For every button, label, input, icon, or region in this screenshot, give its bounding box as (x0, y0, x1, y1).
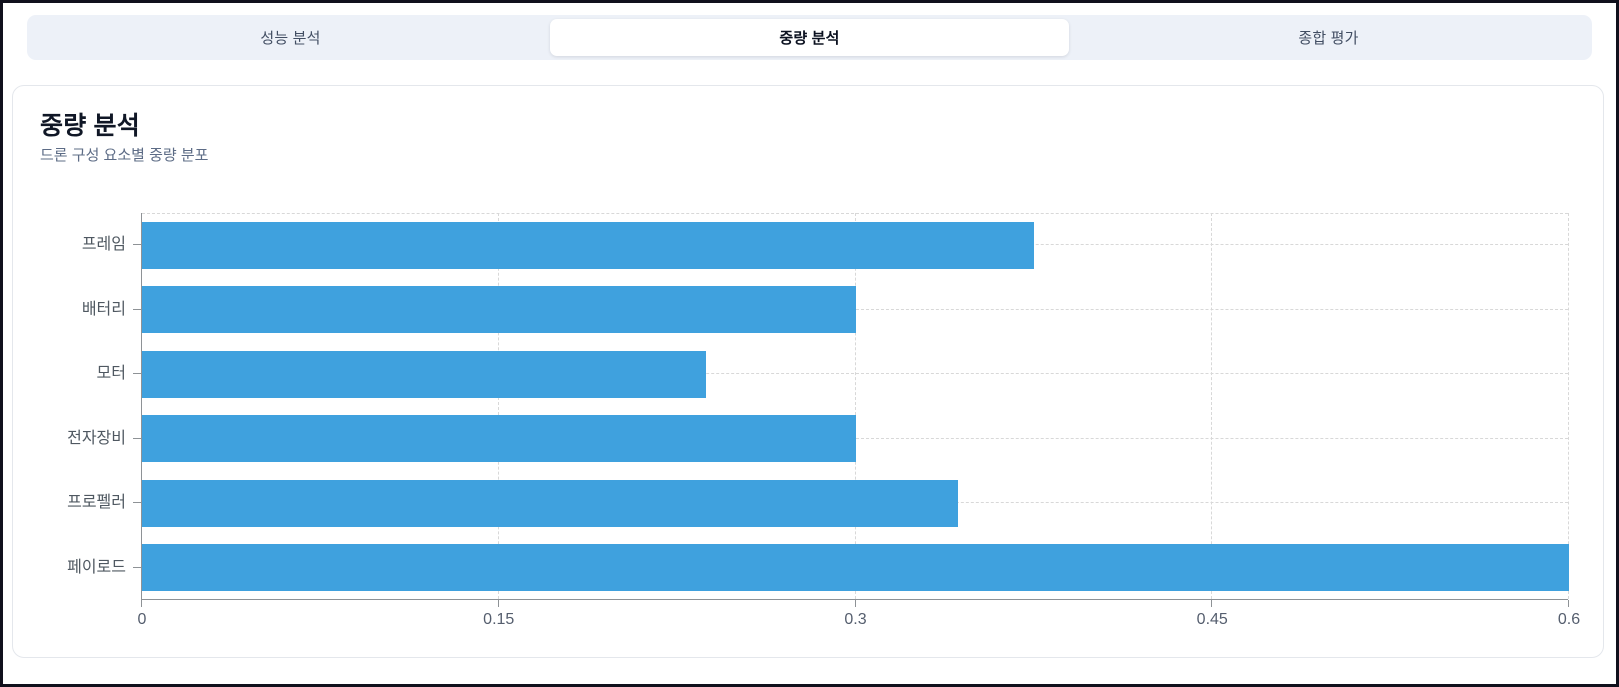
y-axis-tick (133, 566, 141, 568)
y-axis-tick (133, 437, 141, 439)
y-axis-tick (133, 308, 141, 310)
x-axis-tick-label: 0.6 (1557, 611, 1581, 628)
x-axis-tick (854, 600, 856, 607)
y-axis-category-label: 페이로드 (67, 558, 126, 576)
x-gridline (1211, 213, 1213, 599)
tab-performance-analysis[interactable]: 성능 분석 (260, 30, 321, 47)
x-axis-tick (497, 600, 499, 607)
chart-title: 중량 분석 (40, 112, 140, 140)
weight-bar-배터리[interactable] (142, 286, 856, 334)
y-axis-category-label: 프로펠러 (67, 494, 126, 512)
x-axis-tick (1211, 600, 1213, 607)
tab-overall-evaluation[interactable]: 종합 평가 (1298, 30, 1359, 47)
x-gridline (854, 213, 856, 599)
x-gridline (497, 213, 499, 599)
chart-subtitle: 드론 구성 요소별 중량 분포 (40, 147, 209, 164)
x-axis-tick-label: 0 (137, 611, 147, 628)
tab-weight-analysis[interactable]: 중량 분석 (550, 19, 1069, 56)
x-axis-tick-label: 0.15 (483, 611, 515, 628)
y-axis-tick (133, 373, 141, 375)
tab-bar: 성능 분석 중량 분석 종합 평가 (27, 15, 1592, 60)
weight-bar-프레임[interactable] (142, 221, 1034, 269)
weight-bar-프로펠러[interactable] (142, 479, 958, 527)
y-axis-category-label: 배터리 (81, 300, 126, 318)
x-axis-tick (1568, 600, 1569, 607)
y-axis-tick (133, 244, 141, 246)
y-axis-category-label: 전자장비 (67, 429, 126, 447)
x-axis-tick-label: 0.45 (1196, 611, 1228, 628)
weight-analysis-card: 중량 분석 드론 구성 요소별 중량 분포 0 0.15 0.3 0.45 0.6 프레임… (12, 85, 1604, 658)
y-axis-category-label: 모터 (96, 365, 126, 383)
y-axis-category-label: 프레임 (81, 236, 126, 254)
y-axis-tick (133, 502, 141, 504)
x-axis-tick-label: 0.3 (844, 611, 867, 628)
y-gridline (142, 373, 1568, 375)
weight-bar-전자장비[interactable] (142, 415, 856, 463)
x-gridline (1568, 213, 1569, 599)
x-axis-tick (141, 600, 142, 607)
weight-bar-페이로드[interactable] (142, 544, 1569, 592)
weight-bar-모터[interactable] (142, 350, 706, 398)
